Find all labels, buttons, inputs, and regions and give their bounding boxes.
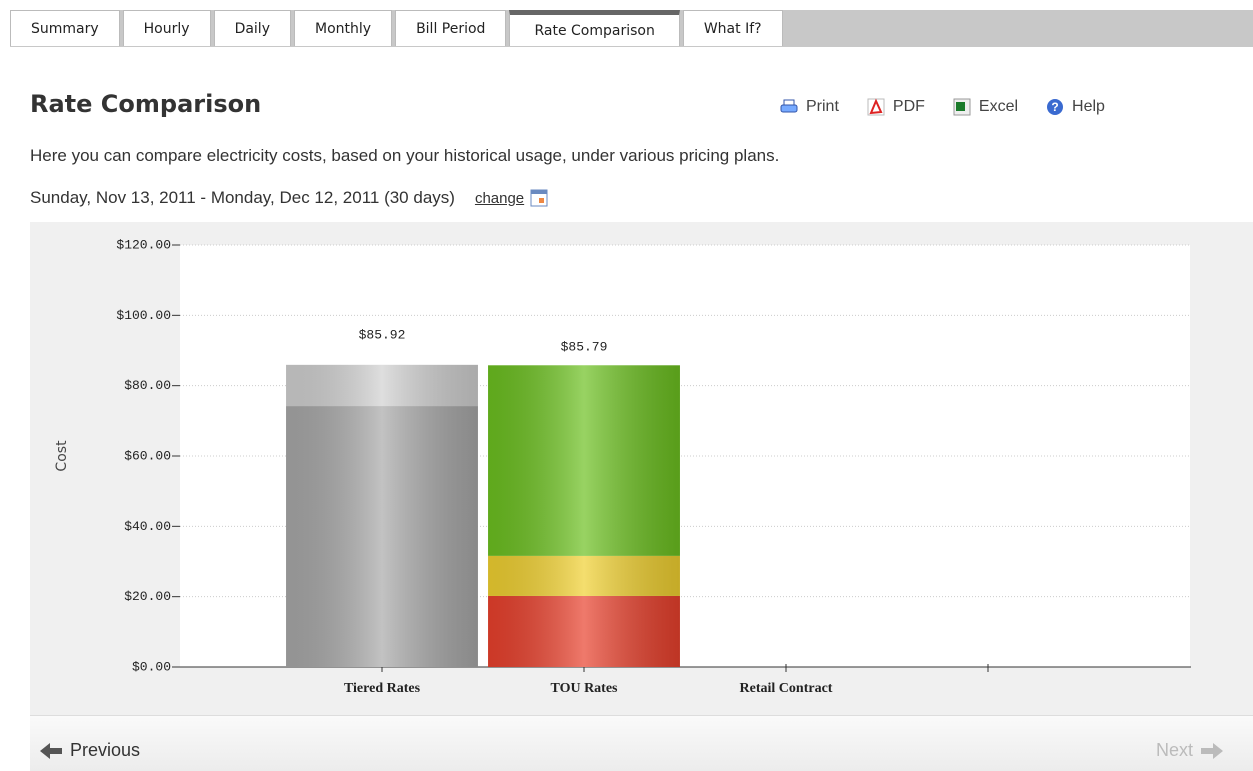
calendar-icon[interactable]	[530, 189, 548, 207]
date-range: Sunday, Nov 13, 2011 - Monday, Dec 12, 2…	[30, 188, 455, 207]
previous-label: Previous	[70, 740, 141, 760]
tab-bar: Summary Hourly Daily Monthly Bill Period Rate…	[10, 10, 1253, 47]
previous-arrow	[40, 742, 62, 759]
excel-label: Excel	[978, 98, 1019, 115]
x-tick-label: Tiered Rates	[344, 681, 421, 696]
tab[interactable]: Monthly	[294, 10, 393, 46]
y-tick-label: $0.00	[132, 659, 171, 674]
help-label: Help	[1072, 98, 1105, 115]
print-button[interactable]: Print	[780, 98, 839, 116]
next-label: Next	[1155, 740, 1193, 760]
tab[interactable]: Summary	[10, 10, 120, 46]
pdf-button[interactable]: PDF	[867, 98, 925, 116]
excel-icon	[953, 98, 971, 116]
y-tick-label: $60.00	[124, 448, 171, 463]
page-title: Rate Comparison	[30, 90, 262, 118]
bar-total-label: $85.92	[359, 327, 406, 342]
bar-shine	[488, 595, 680, 667]
y-axis-label: Cost	[54, 440, 70, 472]
change-link[interactable]: change	[474, 189, 525, 207]
date-range-row: Sunday, Nov 13, 2011 - Monday, Dec 12, 2…	[30, 188, 548, 208]
y-tick-label: $120.00	[116, 237, 171, 252]
pager: Previous Next	[30, 715, 1253, 771]
pdf-icon	[867, 98, 885, 116]
toolbar: Print PDF Excel ? Help	[780, 98, 1133, 116]
bar-shine	[488, 555, 680, 596]
tab[interactable]: Rate Comparison	[509, 10, 680, 46]
tab[interactable]: Daily	[213, 10, 291, 46]
y-tick-label: $40.00	[124, 519, 171, 534]
chart: $0.00 $20.00 $40.00 $60.00 $80.00 $100.00 $120…	[30, 222, 1253, 715]
svg-text:?: ?	[1051, 100, 1058, 114]
next-button[interactable]: Next	[1156, 740, 1223, 761]
pdf-label: PDF	[892, 98, 925, 115]
next-arrow	[1201, 742, 1223, 759]
x-tick-label: Retail Contract	[740, 681, 833, 696]
y-tick-label: $100.00	[116, 308, 171, 323]
x-tick-label: TOU Rates	[550, 681, 618, 696]
y-tick-label: $80.00	[124, 378, 171, 393]
bar-shine	[286, 406, 478, 667]
previous-button[interactable]: Previous	[40, 740, 140, 761]
description: Here you can compare electricity costs, …	[30, 146, 780, 165]
bar-total-label: $85.79	[561, 340, 608, 355]
print-label: Print	[806, 98, 839, 115]
bar-shine	[488, 365, 680, 556]
tab[interactable]: What If?	[682, 10, 783, 46]
tab[interactable]: Hourly	[122, 10, 211, 46]
y-tick-label: $20.00	[124, 589, 171, 604]
print-icon	[780, 99, 798, 113]
tab[interactable]: Bill Period	[395, 10, 507, 46]
help-button[interactable]: ? Help	[1046, 98, 1105, 116]
bar-shine	[286, 364, 478, 407]
help-icon: ?	[1047, 99, 1064, 115]
excel-button[interactable]: Excel	[953, 98, 1018, 116]
